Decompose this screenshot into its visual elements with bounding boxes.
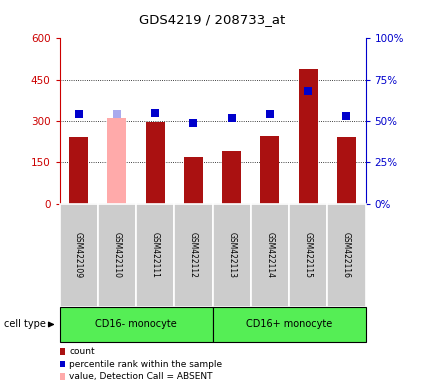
Bar (337, 137, 356, 204)
Point (113, 111, 120, 118)
Bar (212, 204, 251, 307)
Text: GSM422114: GSM422114 (265, 232, 275, 278)
Text: CD16- monocyte: CD16- monocyte (95, 319, 177, 329)
Point (190, 119, 197, 126)
Point (305, 88, 312, 94)
Bar (251, 204, 289, 307)
Point (75, 111, 82, 118)
Bar (107, 118, 127, 204)
Text: CD16+ monocyte: CD16+ monocyte (246, 319, 332, 329)
Bar (60, 204, 98, 307)
Bar (174, 204, 212, 307)
Bar (98, 204, 136, 307)
Bar (136, 204, 174, 307)
Text: GSM422115: GSM422115 (303, 232, 313, 278)
Text: count: count (69, 347, 95, 356)
Point (228, 114, 235, 121)
Bar (212, 307, 366, 342)
Bar (222, 151, 241, 204)
Text: GSM422113: GSM422113 (227, 232, 236, 278)
Text: GSM422109: GSM422109 (74, 232, 83, 278)
Bar (69, 137, 88, 204)
Text: GDS4219 / 208733_at: GDS4219 / 208733_at (139, 13, 286, 26)
Text: percentile rank within the sample: percentile rank within the sample (69, 359, 222, 369)
Bar (184, 157, 203, 204)
Bar (260, 136, 280, 204)
Bar (60, 307, 212, 342)
Text: GSM422111: GSM422111 (150, 232, 160, 278)
Text: GSM422110: GSM422110 (112, 232, 122, 278)
Text: GSM422116: GSM422116 (342, 232, 351, 278)
Bar (289, 204, 327, 307)
Point (152, 109, 159, 116)
Text: value, Detection Call = ABSENT: value, Detection Call = ABSENT (69, 372, 212, 381)
Bar (327, 204, 366, 307)
Point (266, 111, 273, 118)
Point (343, 113, 350, 119)
Bar (145, 122, 164, 204)
Text: cell type: cell type (4, 319, 46, 329)
Bar (298, 69, 317, 204)
Text: GSM422112: GSM422112 (189, 232, 198, 278)
